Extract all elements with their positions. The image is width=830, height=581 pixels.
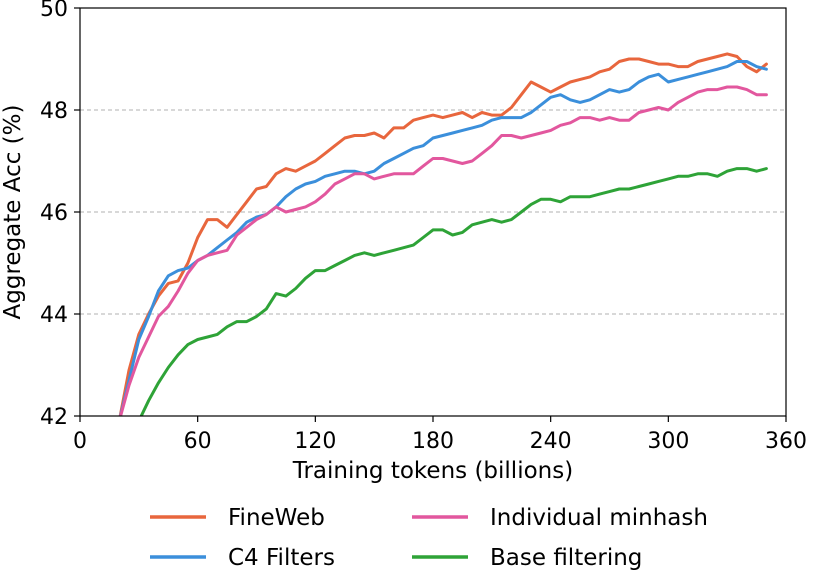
legend-label: Base filtering xyxy=(490,545,642,571)
legend: FineWeb C4 Filters Individual minhash Base … xyxy=(150,505,708,571)
x-axis-label: Training tokens (billions) xyxy=(292,458,573,484)
legend-item: FineWeb xyxy=(150,505,325,531)
x-tick-label: 360 xyxy=(765,429,807,454)
x-tick-label: 120 xyxy=(294,429,336,454)
y-tick-label: 46 xyxy=(40,201,68,226)
x-tick-label: 60 xyxy=(184,429,212,454)
y-tick-label: 44 xyxy=(40,303,68,328)
y-axis-label: Aggregate Acc (%) xyxy=(0,105,26,320)
legend-label: Individual minhash xyxy=(490,505,708,531)
series-line-c4-filters xyxy=(118,60,768,416)
x-tick-label: 240 xyxy=(530,429,572,454)
y-tick-label: 50 xyxy=(40,0,68,22)
series-lines xyxy=(118,52,768,416)
legend-item: Base filtering xyxy=(412,545,642,571)
x-axis: 0 60 120 180 240 300 360 xyxy=(73,416,807,454)
series-line-individual-minhash xyxy=(119,85,768,416)
x-tick-label: 180 xyxy=(412,429,454,454)
gridlines xyxy=(80,7,786,417)
legend-label: FineWeb xyxy=(228,505,325,531)
legend-label: C4 Filters xyxy=(228,545,335,571)
y-tick-label: 48 xyxy=(40,99,68,124)
legend-item: Individual minhash xyxy=(412,505,708,531)
x-tick-label: 0 xyxy=(73,429,87,454)
series-line-base-filtering xyxy=(139,167,768,416)
series-line-fineweb xyxy=(118,52,768,416)
y-axis: 42 44 46 48 50 xyxy=(40,0,80,430)
x-tick-label: 300 xyxy=(647,429,689,454)
y-tick-label: 42 xyxy=(40,405,68,430)
legend-item: C4 Filters xyxy=(150,545,335,571)
